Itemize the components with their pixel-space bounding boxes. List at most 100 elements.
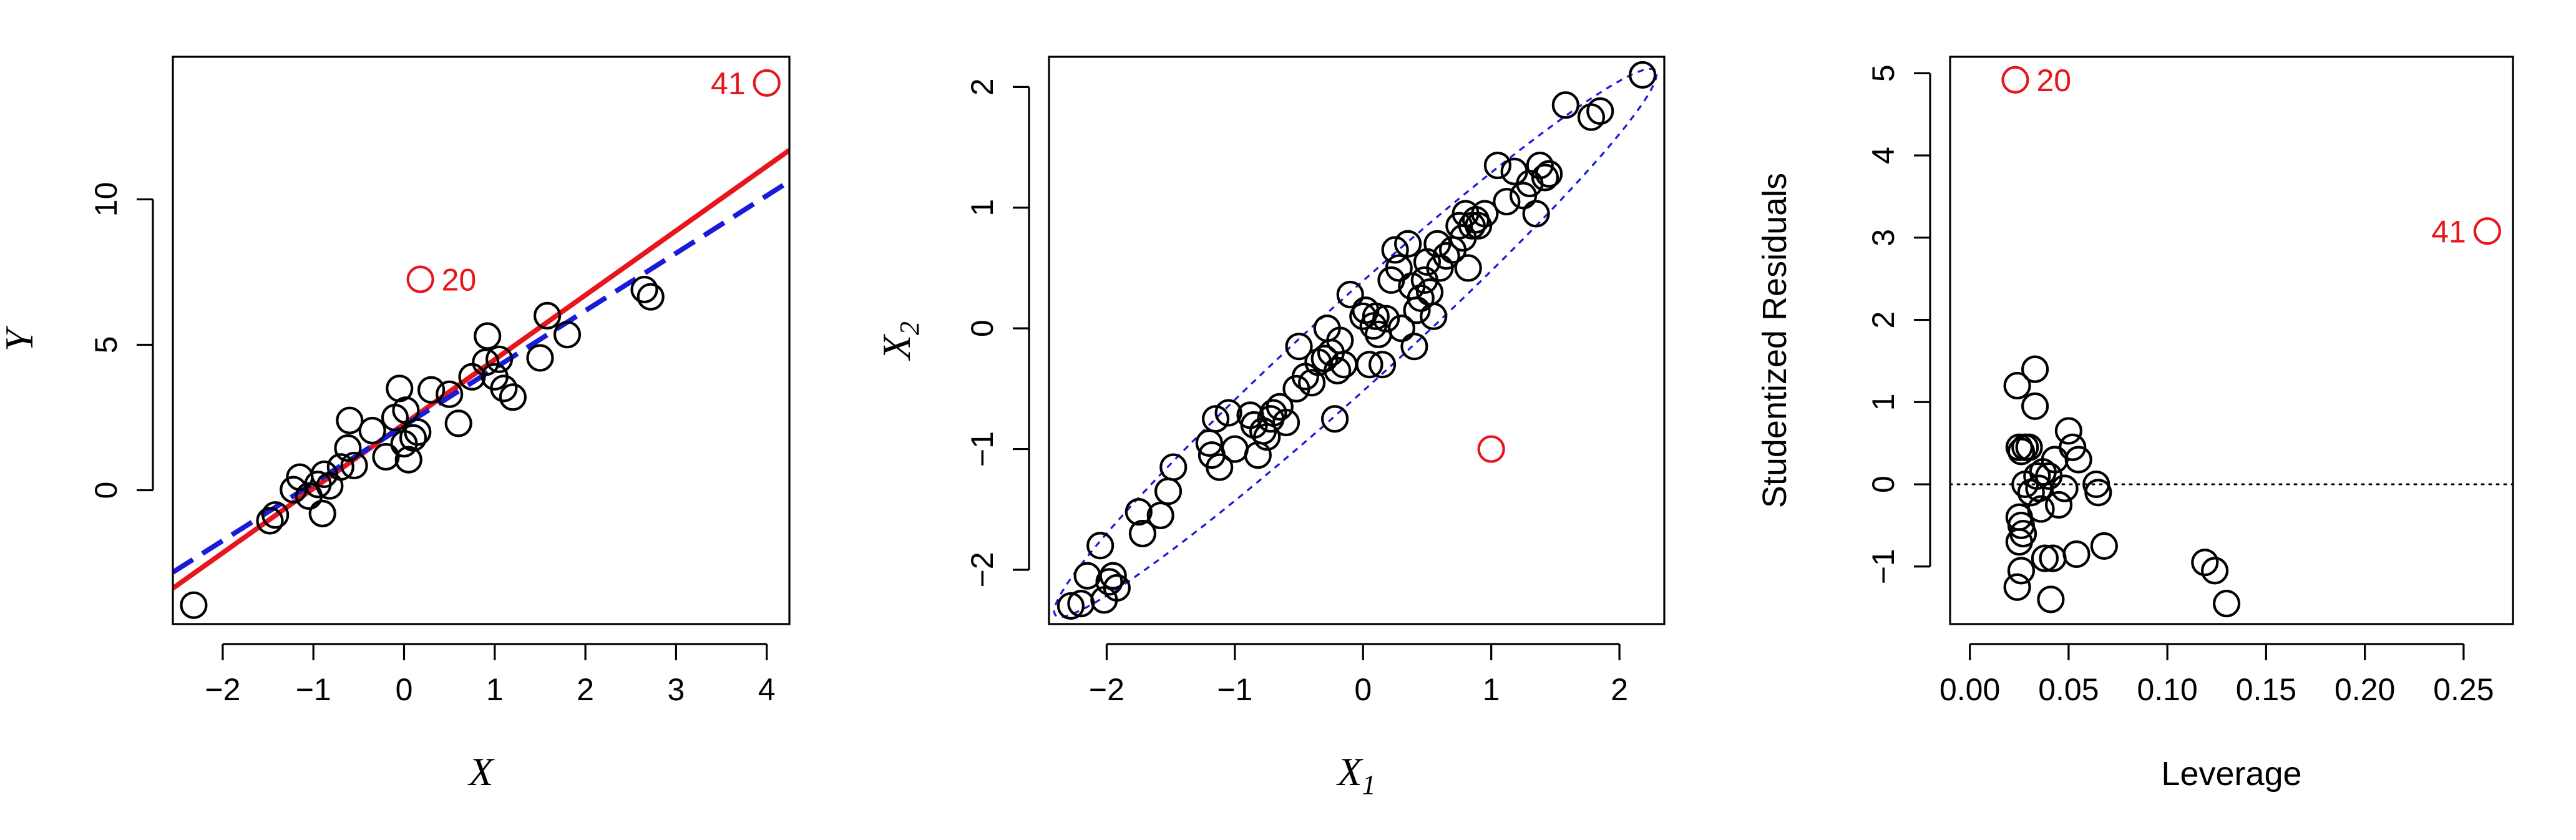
data-point — [1407, 284, 1435, 312]
y-tick-label: 2 — [965, 78, 1000, 95]
data-point — [1336, 280, 1364, 309]
data-point — [1471, 200, 1499, 228]
panel-3: 20 41 0.00 0.05 0.10 0.15 0.20 0.25 −1 0 1 2 3 4 5 Leve… — [1756, 56, 2514, 793]
data-point — [637, 283, 665, 311]
data-point — [436, 380, 464, 408]
point-label: 41 — [2431, 214, 2466, 249]
data-point — [394, 446, 422, 474]
data-point — [1454, 254, 1482, 282]
data-point — [1535, 160, 1563, 188]
data-point — [1493, 187, 1521, 216]
data-point — [1400, 333, 1428, 361]
x-axis-title: Leverage — [2161, 755, 2301, 793]
highlighted-point — [1477, 435, 1505, 463]
data-point — [2191, 549, 2219, 577]
data-point — [1214, 399, 1242, 427]
x-tick-label: 0.15 — [2236, 672, 2296, 707]
data-point — [180, 591, 208, 619]
data-point — [1531, 164, 1559, 192]
x-tick-label: 2 — [1611, 672, 1628, 707]
point-label: 20 — [2036, 63, 2071, 98]
y-tick-label: 4 — [1866, 147, 1901, 164]
data-point — [526, 344, 554, 372]
y-axis-title: X2 — [874, 321, 925, 361]
data-point — [2064, 446, 2092, 474]
data-point — [308, 499, 336, 527]
point-label: 41 — [711, 66, 746, 101]
data-point — [2044, 491, 2073, 519]
x-tick-label: 1 — [1483, 672, 1500, 707]
data-point — [392, 396, 420, 424]
highlighted-point — [2001, 66, 2029, 94]
x-tick-label: 0.25 — [2433, 672, 2494, 707]
x-axis-title: X — [467, 750, 495, 794]
data-point — [2027, 495, 2055, 523]
data-point — [2021, 355, 2049, 383]
data-point — [2200, 557, 2229, 585]
data-point — [499, 383, 527, 411]
data-point — [1320, 405, 1349, 433]
data-point — [1266, 393, 1294, 421]
data-point — [2003, 371, 2031, 400]
panel-1: 20 41 −2 −1 0 1 2 3 4 0 5 10 X Y — [0, 56, 791, 794]
data-point — [485, 345, 514, 373]
y-tick-label: 10 — [89, 182, 124, 217]
data-point — [2003, 573, 2031, 601]
data-point — [1387, 315, 1415, 343]
data-point — [340, 451, 368, 480]
x-tick-label: 0.20 — [2334, 672, 2395, 707]
y-tick-label: 3 — [1866, 229, 1901, 247]
data-point — [1099, 562, 1127, 590]
data-point — [417, 376, 446, 404]
data-point — [1586, 97, 1614, 125]
data-point — [404, 418, 432, 446]
data-point — [2031, 544, 2059, 572]
panel-2: −2 −1 0 1 2 −2 −1 0 1 2 X1 X2 — [874, 56, 1666, 800]
x-tick-label: 0.00 — [1939, 672, 2000, 707]
x-tick-label: −2 — [205, 672, 240, 707]
data-point — [1056, 592, 1085, 620]
data-point — [1086, 532, 1115, 560]
x-tick-label: 1 — [486, 672, 504, 707]
data-point — [1206, 453, 1234, 481]
data-point — [1095, 568, 1123, 596]
data-point — [1201, 405, 1230, 433]
highlighted-point — [2473, 217, 2501, 245]
data-point — [1221, 435, 1249, 463]
x-tick-label: 4 — [758, 672, 776, 707]
x-tick-label: −1 — [296, 672, 331, 707]
data-point — [1285, 333, 1313, 361]
data-point — [1394, 230, 1422, 258]
data-point — [2062, 540, 2091, 569]
data-point — [1154, 477, 1183, 505]
y-tick-label: −1 — [1866, 549, 1901, 584]
data-point — [1355, 351, 1383, 379]
data-point — [1128, 519, 1157, 548]
x-tick-label: −1 — [1217, 672, 1252, 707]
x-tick-label: 0 — [1354, 672, 1372, 707]
data-point — [1526, 151, 1554, 180]
x-tick-label: 0.10 — [2137, 672, 2197, 707]
data-point — [1067, 590, 1095, 618]
data-point — [1551, 91, 1579, 119]
y-tick-label: −1 — [965, 431, 1000, 467]
data-point — [2023, 462, 2051, 490]
y-tick-label: −2 — [965, 552, 1000, 587]
data-point — [1272, 408, 1300, 437]
data-point — [1420, 302, 1448, 330]
data-point — [2090, 532, 2118, 560]
data-point — [1159, 453, 1188, 481]
x-tick-label: 0.05 — [2038, 672, 2099, 707]
data-point — [1381, 236, 1409, 264]
y-tick-label: 0 — [1866, 476, 1901, 493]
data-point — [326, 453, 354, 481]
data-point — [2021, 392, 2049, 420]
data-point — [533, 301, 562, 330]
y-axis-title: Y — [0, 325, 41, 351]
y-tick-label: 0 — [89, 482, 124, 499]
x-tick-label: −2 — [1089, 672, 1125, 707]
data-point — [1403, 296, 1431, 325]
plot-frame — [172, 56, 791, 625]
plot-frame — [1048, 56, 1666, 625]
data-point — [334, 434, 362, 462]
